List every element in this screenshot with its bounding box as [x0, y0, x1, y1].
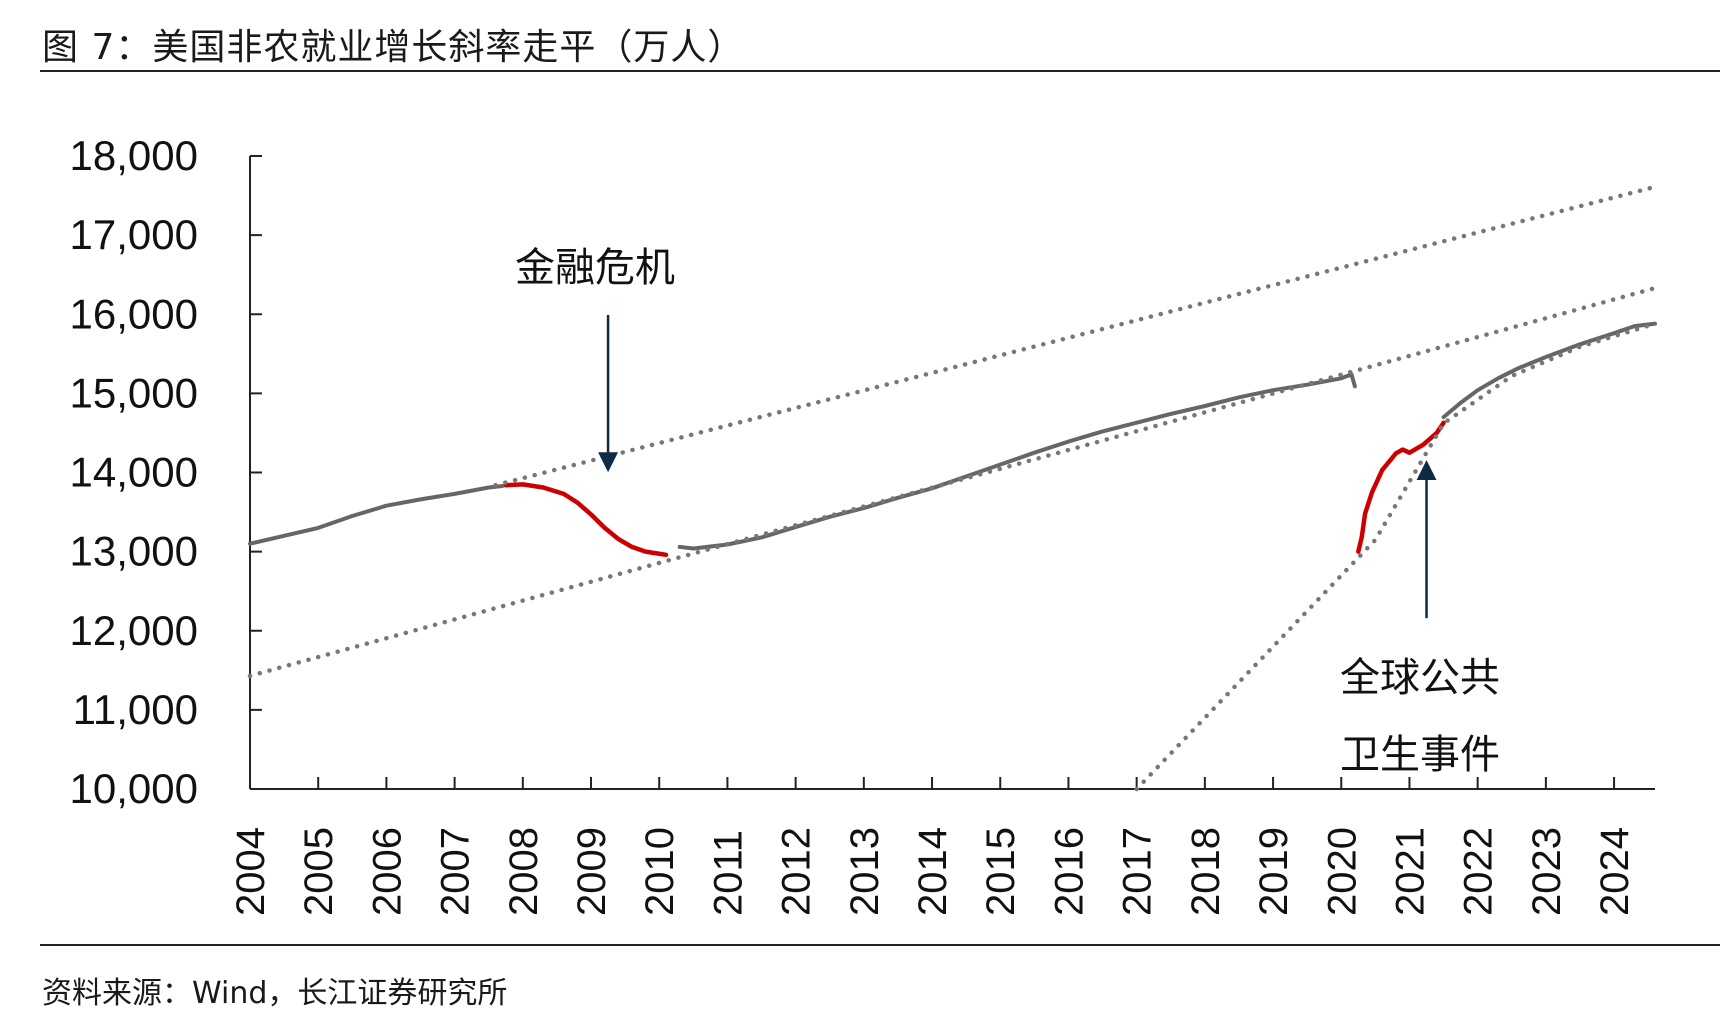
series	[247, 184, 1658, 792]
x-tick-label: 2005	[297, 827, 341, 916]
figure-title: 图 7：美国非农就业增长斜率走平（万人）	[42, 27, 745, 68]
y-tick-label: 12,000	[70, 607, 198, 654]
x-tick-label: 2014	[911, 827, 955, 916]
x-tick-label: 2019	[1252, 827, 1296, 916]
x-tick-label: 2010	[638, 827, 682, 916]
x-tick-label: 2008	[502, 827, 546, 916]
x-tick-label: 2007	[434, 827, 478, 916]
x-tick-label: 2004	[229, 827, 273, 916]
top-rule	[40, 70, 1720, 72]
y-tick-label: 10,000	[70, 765, 198, 812]
x-tick-label: 2013	[843, 827, 887, 916]
payroll-segment-0	[248, 484, 505, 546]
x-axis-ticks: 2004 2005 2006 2007 2008 2009 2010 2011 2012 2013…	[229, 777, 1637, 916]
x-tick-label: 2015	[979, 827, 1023, 916]
x-tick-label: 2016	[1047, 827, 1091, 916]
annotation-pandemic-line2: 卫生事件	[1340, 732, 1500, 778]
y-tick-label: 11,000	[73, 686, 198, 733]
y-tick-label: 18,000	[70, 132, 198, 179]
trend-line-6	[247, 285, 1658, 679]
x-tick-label: 2023	[1525, 827, 1569, 916]
x-tick-label: 2006	[365, 827, 409, 916]
source-note: 资料来源：Wind，长江证券研究所	[42, 976, 508, 1011]
y-tick-label: 13,000	[70, 528, 198, 575]
y-tick-label: 17,000	[70, 211, 198, 258]
trend-line-7	[1134, 321, 1658, 792]
shock-segment-3	[1356, 420, 1446, 554]
annotation-financial-crisis: 金融危机	[515, 245, 675, 291]
payroll-segment-4	[1441, 321, 1657, 420]
x-tick-label: 2009	[570, 827, 614, 916]
x-tick-label: 2021	[1388, 827, 1432, 916]
y-tick-label: 15,000	[70, 369, 198, 416]
x-tick-label: 2017	[1116, 827, 1160, 916]
x-tick-label: 2012	[775, 827, 819, 916]
x-tick-label: 2024	[1593, 827, 1637, 916]
annotations: 金融危机 全球公共 卫生事件	[515, 245, 1500, 778]
y-axis-ticks: 10,000 11,000 12,000 13,000 14,000 15,000 16,0…	[70, 132, 262, 812]
x-tick-label: 2018	[1184, 827, 1228, 916]
annotation-pandemic-line1: 全球公共	[1340, 655, 1500, 701]
x-tick-label: 2020	[1320, 827, 1364, 916]
shock-segment-1	[503, 482, 669, 558]
payroll-segment-2	[677, 372, 1357, 551]
trend-line-5	[493, 184, 1658, 488]
y-tick-label: 14,000	[70, 449, 198, 496]
bottom-rule	[40, 944, 1720, 946]
x-tick-label: 2022	[1457, 827, 1501, 916]
y-tick-label: 16,000	[70, 290, 198, 337]
x-tick-label: 2011	[706, 830, 750, 916]
